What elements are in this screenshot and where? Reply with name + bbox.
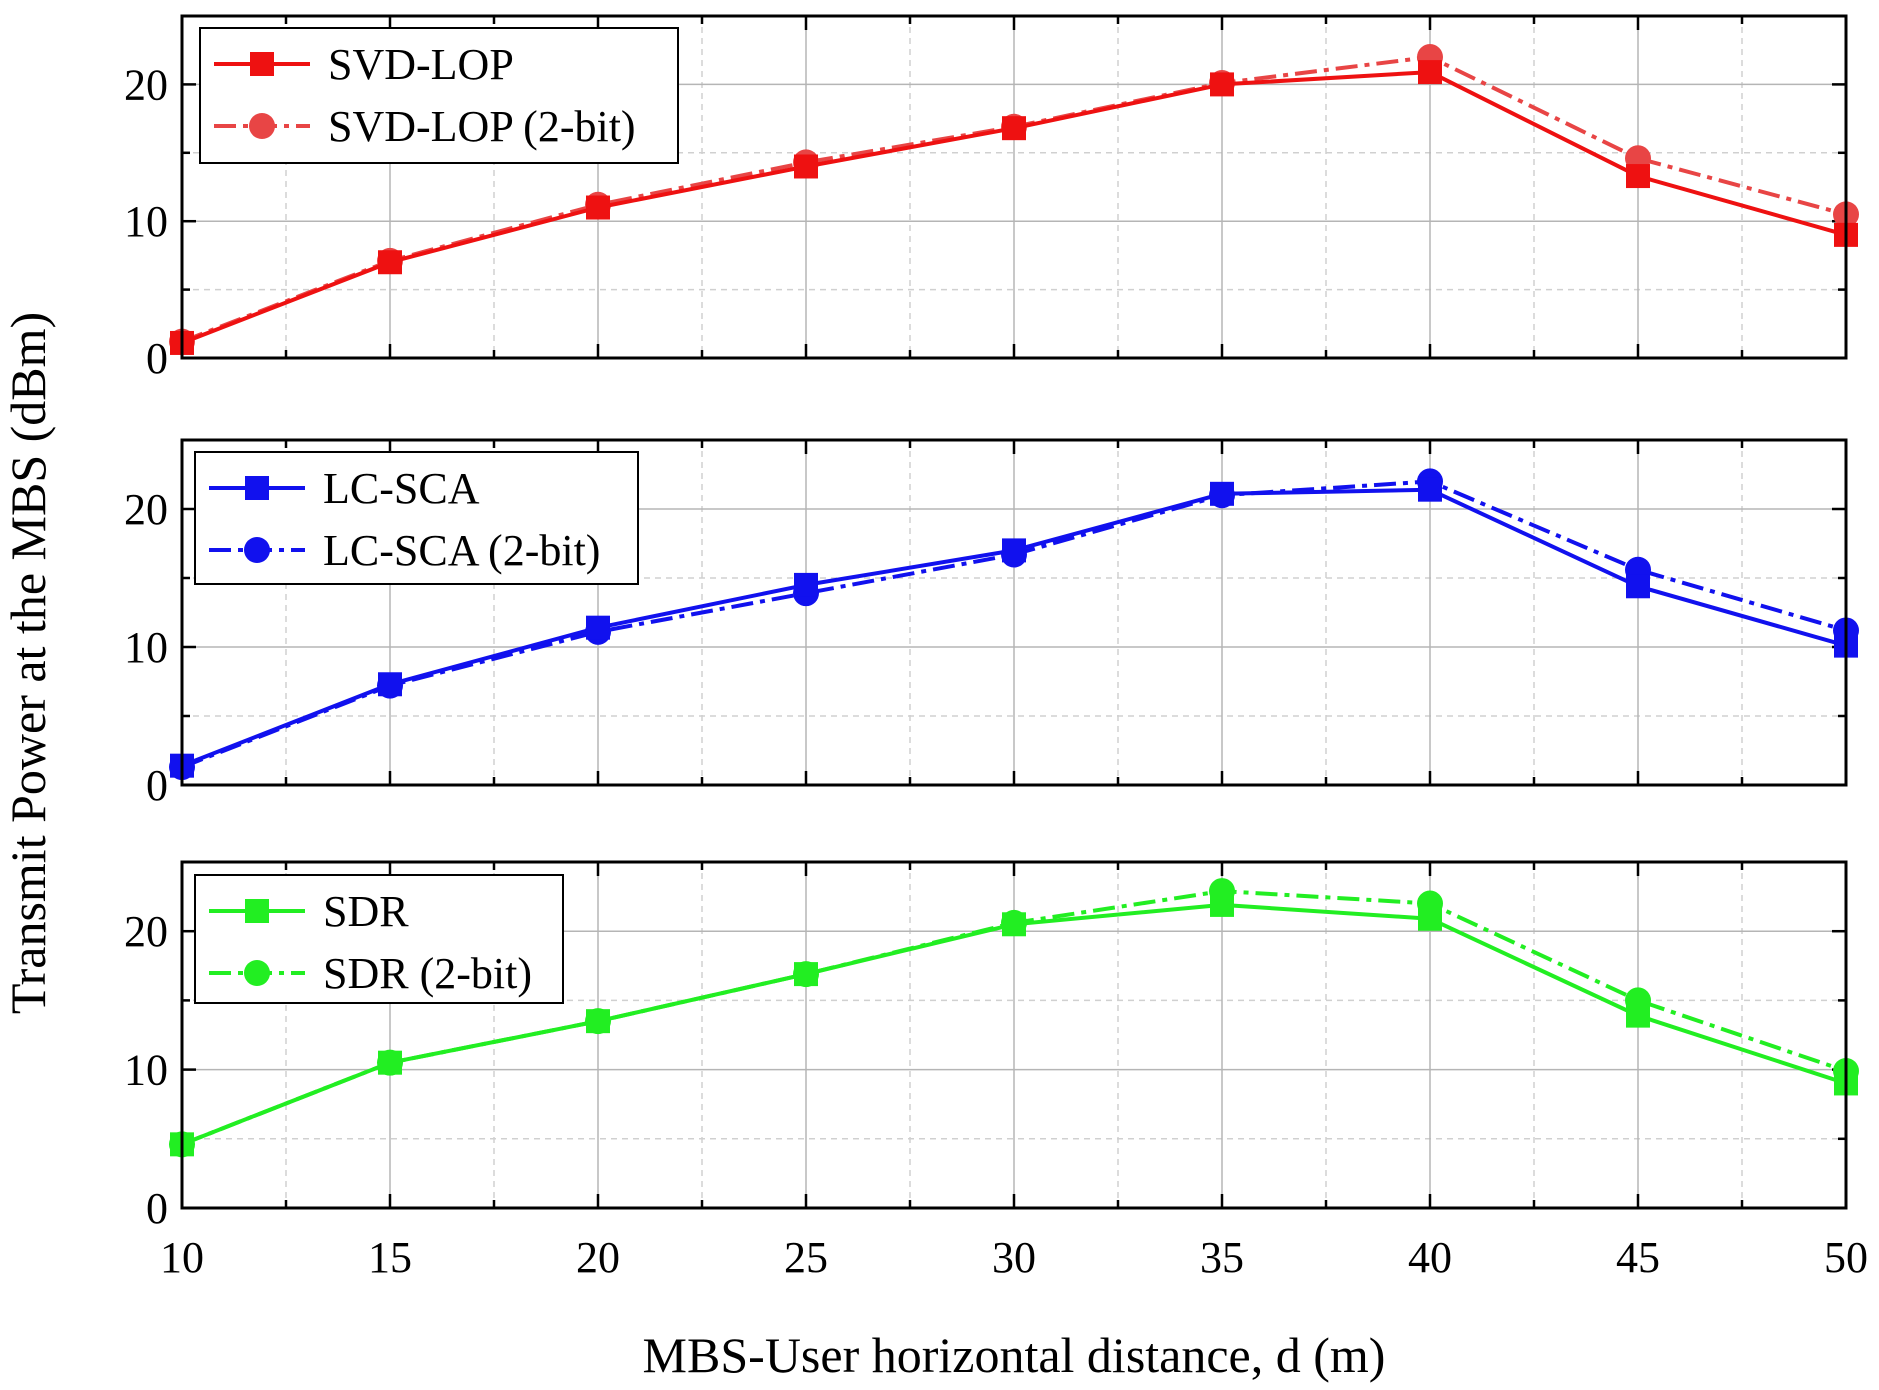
legend-marker-square xyxy=(245,476,269,500)
legend-label: SVD-LOP (2-bit) xyxy=(328,102,636,151)
data-point-square xyxy=(794,962,818,987)
y-tick-label: 0 xyxy=(146,334,168,383)
legend-box xyxy=(199,27,679,164)
data-point-square xyxy=(1418,477,1442,502)
data-point-square xyxy=(1002,116,1026,141)
y-axis-label: Transmit Power at the MBS (dBm) xyxy=(0,312,56,1014)
legend: LC-SCA LC-SCA (2-bit) xyxy=(194,451,639,585)
x-tick-label: 30 xyxy=(992,1233,1036,1282)
x-tick-label: 25 xyxy=(784,1233,828,1282)
data-point-square xyxy=(1418,60,1442,85)
data-point-square xyxy=(1626,1003,1650,1028)
x-tick-label: 10 xyxy=(160,1233,204,1282)
data-point-square xyxy=(586,195,610,220)
y-tick-label: 10 xyxy=(124,1046,168,1095)
legend-marker-circle xyxy=(244,960,270,986)
legend-marker-square xyxy=(250,52,274,76)
legend-label: LC-SCA (2-bit) xyxy=(323,526,600,575)
x-tick-label: 45 xyxy=(1616,1233,1660,1282)
x-tick-label: 40 xyxy=(1408,1233,1452,1282)
data-point-square xyxy=(1626,164,1650,189)
y-tick-label: 0 xyxy=(146,1184,168,1233)
data-point-square xyxy=(1002,912,1026,937)
legend-label: SVD-LOP xyxy=(328,40,514,89)
data-point-square xyxy=(378,250,402,275)
chart-panel-2: 0 10 20 LC-SCA LC-SCA (2-bit) xyxy=(124,438,1859,810)
legend-marker-circle xyxy=(249,113,275,139)
x-axis-label: MBS-User horizontal distance, d (m) xyxy=(643,1327,1386,1383)
legend-marker-square xyxy=(245,899,269,923)
plot-frame xyxy=(180,438,1848,787)
data-point-square xyxy=(1210,892,1234,917)
data-point-square xyxy=(378,1050,402,1075)
data-point-square xyxy=(1210,72,1234,97)
y-tick-label: 10 xyxy=(124,197,168,246)
y-tick-label: 20 xyxy=(124,907,168,956)
legend-label: SDR xyxy=(323,887,409,936)
x-tick-label: 50 xyxy=(1824,1233,1868,1282)
legend: SDR SDR (2-bit) xyxy=(194,874,564,1004)
legend: SVD-LOP SVD-LOP (2-bit) xyxy=(199,27,679,164)
data-point-square xyxy=(794,154,818,179)
data-point-square xyxy=(1210,481,1234,506)
x-tick-label: 15 xyxy=(368,1233,412,1282)
data-point-square xyxy=(794,572,818,597)
legend-box xyxy=(194,451,639,585)
plot-frame xyxy=(180,14,1848,360)
y-tick-label: 10 xyxy=(124,623,168,672)
y-tick-label: 20 xyxy=(124,485,168,534)
legend-label: SDR (2-bit) xyxy=(323,949,532,998)
chart-panel-1: 0 10 20 SVD-LOP SVD-LOP (2-bit) xyxy=(124,14,1859,383)
data-point-square xyxy=(586,615,610,640)
data-point-square xyxy=(1626,574,1650,599)
data-point-square xyxy=(378,672,402,697)
x-tick-label: 20 xyxy=(576,1233,620,1282)
x-tick-label: 35 xyxy=(1200,1233,1244,1282)
y-tick-label: 20 xyxy=(124,60,168,109)
data-point-square xyxy=(586,1009,610,1034)
y-tick-label: 0 xyxy=(146,761,168,810)
data-point-square xyxy=(1418,906,1442,931)
legend-label: LC-SCA xyxy=(323,464,480,513)
plot-frame xyxy=(180,860,1848,1210)
legend-marker-circle xyxy=(244,537,270,563)
data-point-square xyxy=(1002,538,1026,563)
